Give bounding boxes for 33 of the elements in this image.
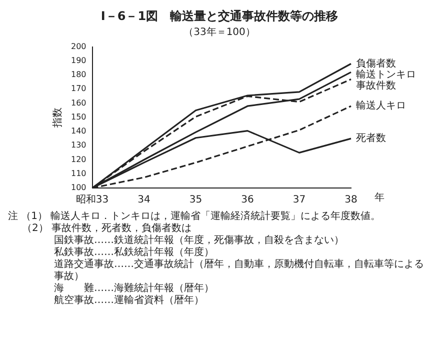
y-tick-label: 170 [70, 84, 86, 94]
y-tick-label: 150 [70, 112, 86, 122]
series-label: 死者数 [356, 132, 386, 144]
text: 航空事故……運輸省資料（暦年） [53, 295, 205, 307]
y-tick-label: 110 [70, 168, 86, 178]
y-tick-label: 100 [70, 183, 86, 192]
text: 注 （1） 輸送人キロ．トンキロは，運輸省「運輸経済統計要覧」による年度数値。 [8, 211, 382, 222]
text: 私鉄事故……私鉄統計年報（年度） [53, 247, 215, 258]
x-tick-label: 36 [241, 194, 254, 206]
text: （2） 事故件数，死者数，負傷者数は [21, 223, 193, 234]
y-axis-title: 指数 [52, 107, 64, 128]
text: 道路交通事故……交通事故統計（暦年，自動車，原動機付自転車，自転車等による事故） [53, 259, 425, 282]
text: 国鉄事故……鉄道統計年報（年度，死傷事故，自殺を含まない） [53, 235, 345, 246]
x-tick-label: 37 [292, 194, 306, 206]
x-tick-label: 昭和33 [76, 194, 109, 206]
x-tick-label: 38 [344, 194, 358, 206]
x-tick-label: 35 [189, 194, 202, 206]
x-tick-label: 34 [138, 194, 150, 206]
y-tick-label: 120 [70, 154, 86, 164]
y-tick-label: 180 [70, 70, 86, 80]
series-label: 輸送人キロ [356, 100, 406, 112]
x-axis-title: 年 [374, 192, 384, 204]
chart-title: I－6－1図 輸送量と交通事故件数等の推移 [100, 8, 340, 25]
y-tick-label: 200 [70, 42, 86, 51]
series-label: 輸送トンキロ [356, 68, 416, 80]
series-label: 事故件数 [356, 79, 396, 92]
series-label: 負傷者数 [356, 57, 396, 70]
chart-subtitle: （33年＝100） [182, 26, 256, 39]
text: 海 難……海難統計年報（暦年） [53, 283, 215, 294]
y-tick-label: 140 [70, 126, 86, 136]
y-tick-label: 130 [70, 140, 86, 150]
y-tick-label: 190 [70, 56, 86, 65]
y-tick-label: 160 [70, 98, 86, 108]
